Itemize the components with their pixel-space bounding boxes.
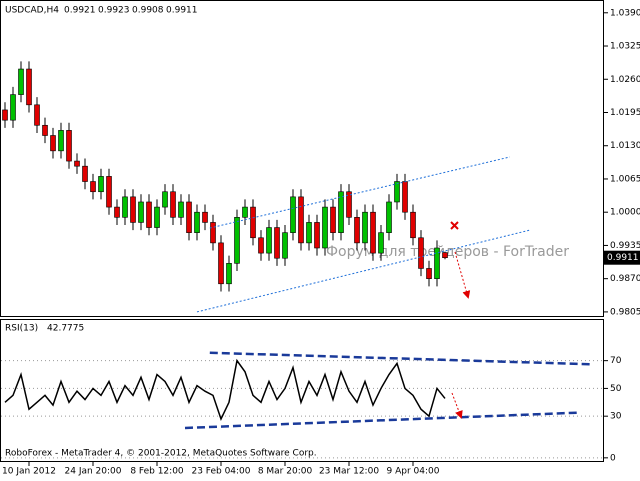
candle-body [314, 222, 320, 249]
candle-body [202, 211, 208, 223]
candle-body [370, 211, 376, 254]
close-value: 0.9911 [166, 6, 198, 16]
candle-body [362, 211, 368, 244]
watermark: Форум для трейдеров - ForTrader [326, 244, 569, 260]
y-tick-label: 70 [610, 356, 622, 366]
candle-body [402, 181, 408, 213]
candle-body [274, 227, 280, 259]
candle-body [66, 130, 72, 162]
y-tick-label: 1.0130 [610, 141, 640, 151]
y-tick-label: 0.9805 [610, 307, 640, 317]
candle-body [98, 176, 104, 193]
y-tick-label: 1.0390 [610, 8, 640, 18]
candle-body [74, 160, 80, 167]
candle-body [42, 124, 48, 136]
candle-body [234, 217, 240, 264]
y-tick-label: 1.0195 [610, 108, 640, 118]
candle-body [442, 252, 448, 259]
low-value: 0.9908 [132, 6, 164, 16]
footer: RoboForex - MetaTrader 4, © 2001-2012, M… [5, 449, 317, 459]
candle-body [394, 181, 400, 203]
candle-body [282, 232, 288, 259]
candle-body [386, 201, 392, 233]
candle-body [90, 181, 96, 193]
candle-body [298, 196, 304, 244]
candle-body [346, 191, 352, 218]
candle-body [218, 242, 224, 285]
trend-line [209, 156, 510, 229]
trend-line [196, 229, 530, 313]
candle-body [378, 232, 384, 254]
high-value: 0.9923 [98, 6, 130, 16]
candle-body [322, 206, 328, 249]
candle-body [26, 68, 32, 106]
candle-body [82, 165, 88, 182]
candle-body [186, 201, 192, 233]
candle-body [122, 196, 128, 218]
candle-body [34, 104, 40, 126]
candle-body [50, 135, 56, 152]
y-tick-label: 1.0325 [610, 42, 640, 52]
candle-body [2, 109, 8, 121]
candle-body [154, 206, 160, 228]
y-tick-label: 50 [610, 384, 622, 394]
candle-body [306, 222, 312, 244]
cross-mark [450, 221, 459, 230]
y-tick-label: 0.9935 [610, 241, 640, 251]
candle-body [130, 196, 136, 223]
rsi-forecast-arrow [451, 392, 463, 419]
x-tick-label: 10 Jan 2012 [2, 467, 56, 477]
rsi-line [4, 358, 446, 421]
candle-body [106, 176, 112, 208]
candle-body [258, 237, 264, 254]
candle-body [242, 206, 248, 218]
y-tick-label: 1.0065 [610, 174, 640, 184]
trend-line [184, 411, 581, 430]
candle-body [178, 201, 184, 218]
y-tick-label: 1.0000 [610, 208, 640, 218]
candle-body [338, 191, 344, 233]
candle-body [418, 237, 424, 269]
candle-body [410, 211, 416, 239]
candle-body [162, 191, 168, 208]
current-price-box [604, 250, 640, 265]
candle-body [170, 191, 176, 218]
x-tick-label: 23 Mar 12:00 [319, 467, 379, 477]
candle-body [426, 268, 432, 279]
trend-line [209, 351, 590, 366]
x-tick-label: 8 Mar 20:00 [258, 467, 313, 477]
candle-body [18, 68, 24, 95]
x-tick-label: 23 Feb 04:00 [191, 467, 250, 477]
candle-body [138, 201, 144, 223]
candle-body [10, 94, 16, 121]
x-tick-label: 24 Jan 20:00 [65, 467, 122, 477]
candle-body [354, 217, 360, 244]
rsi-pane [0, 319, 604, 462]
candle-body [114, 206, 120, 218]
candle-body [290, 196, 296, 233]
current-price-label: 0.9911 [607, 253, 639, 263]
candle-body [250, 206, 256, 239]
y-tick-label: 30 [610, 412, 622, 422]
y-tick-label: 0 [610, 453, 616, 463]
x-tick-label: 8 Feb 12:00 [130, 467, 184, 477]
y-tick-label: 1.0260 [610, 75, 640, 85]
symbol-title: USDCAD,H4 [5, 6, 59, 16]
candle-body [330, 206, 336, 233]
price-pane [0, 0, 604, 317]
candle-body [58, 130, 64, 152]
candle-body [194, 211, 200, 233]
open-value: 0.9921 [64, 6, 96, 16]
candle-body [226, 263, 232, 285]
candle-body [434, 247, 440, 279]
x-tick-label: 9 Apr 04:00 [387, 467, 440, 477]
candle-body [210, 222, 216, 244]
candle-body [146, 201, 152, 228]
rsi-title: RSI(13) [5, 324, 38, 334]
rsi-value: 42.7775 [47, 324, 84, 334]
y-tick-label: 0.9870 [610, 274, 640, 284]
candle-body [266, 227, 272, 254]
